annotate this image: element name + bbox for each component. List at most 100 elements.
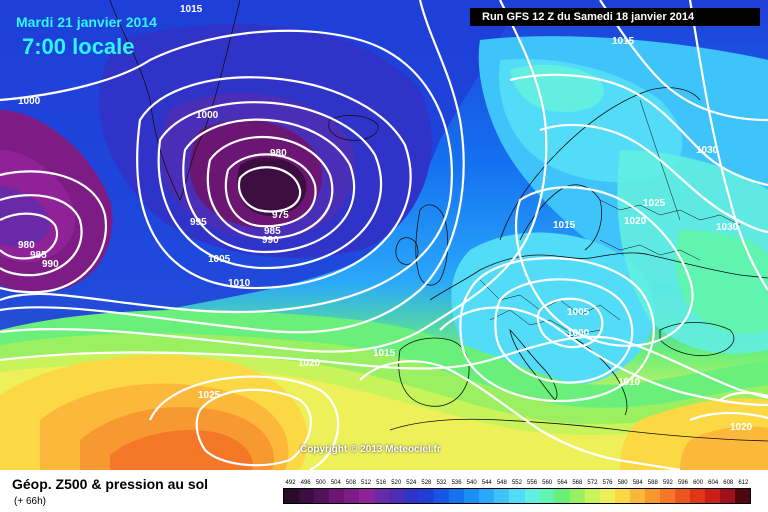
scale-swatch [584, 489, 600, 503]
isobar-label: 980 [270, 148, 287, 159]
scale-label: 552 [511, 480, 522, 486]
scale-swatch [539, 489, 555, 503]
copyright: Copyright © 2013 Meteociel.fr [300, 444, 441, 455]
scale-swatch [674, 489, 690, 503]
scale-label: 548 [496, 480, 507, 486]
scale-swatch [659, 489, 675, 503]
legend-footer: Géop. Z500 & pression au sol (+ 66h) 492… [0, 470, 768, 512]
scale-label: 572 [587, 480, 598, 486]
isobar-label: 1005 [208, 254, 231, 265]
isobar-labels: 1015 1015 1000 1000 980 975 985 990 995 … [18, 4, 753, 433]
scale-label: 516 [376, 480, 387, 486]
scale-label: 560 [542, 480, 553, 486]
color-scale: 492 496 500 504 508 512 516 520 524 528 532 536 540 5… [283, 478, 751, 508]
isobar-label: 985 [264, 226, 281, 237]
scale-label: 580 [617, 480, 628, 486]
scale-swatch [704, 489, 720, 503]
scale-label: 600 [693, 480, 704, 486]
isobar-label: 1015 [553, 220, 576, 231]
scale-labels: 492 496 500 504 508 512 516 520 524 528 532 536 540 5… [283, 478, 751, 488]
scale-label: 604 [708, 480, 719, 486]
scale-label: 608 [723, 480, 734, 486]
scale-swatch [509, 489, 525, 503]
scale-swatch [389, 489, 405, 503]
forecast-time: 7:00 locale [22, 34, 135, 59]
isobar-label: 1015 [180, 4, 203, 15]
isobar-label: 975 [272, 210, 289, 221]
scale-label: 568 [572, 480, 583, 486]
isobar-label: 990 [262, 235, 279, 246]
scale-label: 504 [330, 480, 341, 486]
scale-label: 588 [647, 480, 658, 486]
scale-swatch [569, 489, 585, 503]
geopotential-field [0, 0, 768, 470]
scale-label: 536 [451, 480, 462, 486]
scale-label: 556 [527, 480, 538, 486]
isobar-label: 1000 [567, 328, 590, 339]
isobar-label: 1020 [298, 358, 321, 369]
scale-label: 564 [557, 480, 568, 486]
isobar-label: 990 [42, 259, 59, 270]
scale-label: 540 [466, 480, 477, 486]
scale-swatch [614, 489, 630, 503]
scale-label: 532 [436, 480, 447, 486]
scale-bar [283, 488, 751, 504]
scale-label: 520 [391, 480, 402, 486]
scale-swatch [464, 489, 480, 503]
isobar-label: 1025 [198, 390, 221, 401]
scale-swatch [629, 489, 645, 503]
isobar-label: 1025 [643, 198, 666, 209]
scale-swatch [494, 489, 510, 503]
isobar-label: 1010 [618, 377, 641, 388]
scale-swatch [419, 489, 435, 503]
isobar-label: 980 [18, 240, 35, 251]
isobar-label: 1030 [696, 145, 719, 156]
scale-label: 544 [481, 480, 492, 486]
scale-swatch [449, 489, 465, 503]
scale-swatch [284, 489, 300, 503]
scale-swatch [359, 489, 375, 503]
scale-label: 596 [677, 480, 688, 486]
scale-swatch [374, 489, 390, 503]
scale-swatch [314, 489, 330, 503]
scale-swatch [329, 489, 345, 503]
scale-swatch [524, 489, 540, 503]
scale-swatch [734, 489, 750, 503]
isobar-label: 1005 [567, 307, 590, 318]
isobar-label: 1000 [18, 96, 41, 107]
isobar-label: 1015 [373, 348, 396, 359]
scale-swatch [404, 489, 420, 503]
scale-swatch [689, 489, 705, 503]
isobar-label: 1020 [730, 422, 753, 433]
product-title: Géop. Z500 & pression au sol [12, 476, 209, 492]
scale-swatch [554, 489, 570, 503]
scale-label: 592 [662, 480, 673, 486]
scale-swatch [344, 489, 360, 503]
scale-swatch [299, 489, 315, 503]
scale-label: 528 [421, 480, 432, 486]
isobar-label: 985 [30, 250, 47, 261]
scale-swatch [479, 489, 495, 503]
isobar-label: 995 [190, 217, 207, 228]
scale-swatch [719, 489, 735, 503]
isobar-label: 1020 [624, 216, 647, 227]
isobars [0, 0, 768, 470]
scale-label: 508 [345, 480, 356, 486]
isobar-label: 1010 [228, 278, 251, 289]
scale-label: 584 [632, 480, 643, 486]
scale-label: 512 [361, 480, 372, 486]
scale-swatch [644, 489, 660, 503]
scale-label: 500 [315, 480, 326, 486]
scale-label: 524 [406, 480, 417, 486]
weather-map: 1015 1015 1000 1000 980 975 985 990 995 … [0, 0, 768, 470]
run-info: Run GFS 12 Z du Samedi 18 janvier 2014 [470, 8, 760, 26]
scale-label: 496 [300, 480, 311, 486]
isobar-label: 1015 [612, 36, 635, 47]
scale-swatch [599, 489, 615, 503]
scale-label: 612 [738, 480, 749, 486]
isobar-label: 1030 [716, 222, 739, 233]
scale-swatch [434, 489, 450, 503]
forecast-date: Mardi 21 janvier 2014 [16, 14, 157, 30]
isobar-label: 1000 [196, 110, 219, 121]
scale-label: 492 [285, 480, 296, 486]
